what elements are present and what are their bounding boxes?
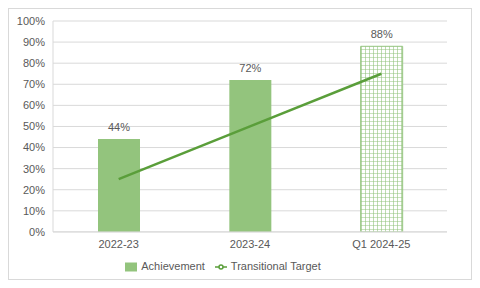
svg-text:72%: 72% [239, 62, 261, 74]
svg-text:30%: 30% [23, 163, 45, 175]
svg-text:50%: 50% [23, 120, 45, 132]
svg-text:70%: 70% [23, 78, 45, 90]
html-text:Transitional Target: Transitional Target [230, 259, 321, 272]
svg-text:90%: 90% [23, 36, 45, 48]
svg-text:100%: 100% [17, 15, 45, 27]
html-text:Achievement: Achievement [141, 259, 205, 272]
svg-text:80%: 80% [23, 57, 45, 69]
svg-text:10%: 10% [23, 205, 45, 217]
svg-text:Q1 2024-25: Q1 2024-25 [352, 238, 410, 250]
svg-text:60%: 60% [23, 99, 45, 111]
svg-text:88%: 88% [371, 28, 393, 40]
svg-text:2022-23: 2022-23 [98, 238, 138, 250]
svg-text:0%: 0% [29, 226, 45, 238]
svg-text:40%: 40% [23, 141, 45, 153]
svg-text:20%: 20% [23, 184, 45, 196]
svg-text:44%: 44% [108, 121, 130, 133]
svg-text:2023-24: 2023-24 [230, 238, 270, 250]
